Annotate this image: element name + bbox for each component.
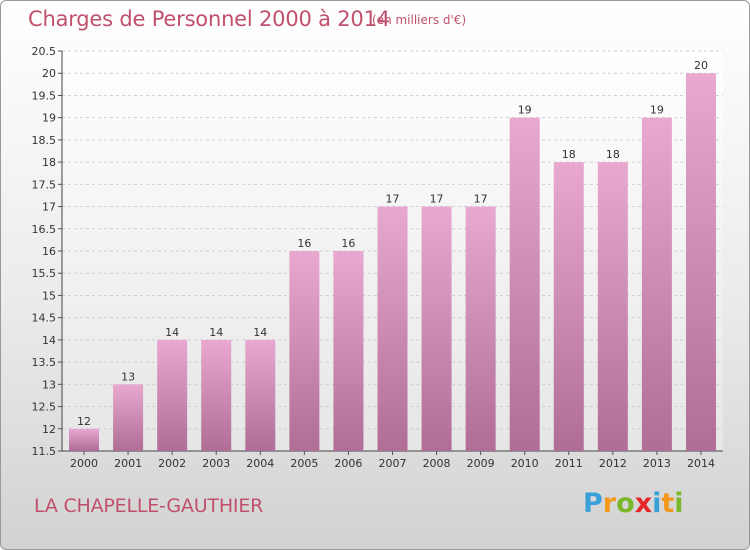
x-tick-label: 2004: [246, 457, 274, 470]
chart-title: Charges de Personnel 2000 à 2014: [28, 7, 390, 31]
proxiti-logo[interactable]: Proxiti: [583, 488, 684, 519]
x-tick-label: 2001: [114, 457, 142, 470]
x-tick-label: 2013: [643, 457, 671, 470]
y-tick-label: 19: [42, 112, 56, 125]
y-tick-label: 11.5: [32, 445, 57, 458]
bar: [465, 206, 496, 451]
bar: [685, 73, 716, 451]
y-tick-label: 13.5: [32, 356, 57, 369]
bar: [641, 117, 672, 452]
y-tick-label: 15: [42, 289, 56, 302]
y-tick-label: 16.5: [32, 223, 57, 236]
y-tick-label: 19.5: [32, 89, 57, 102]
data-label: 18: [562, 148, 576, 161]
y-tick-label: 15.5: [32, 267, 57, 280]
y-tick-label: 12: [42, 423, 56, 436]
data-label: 12: [77, 415, 91, 428]
bar: [289, 251, 320, 451]
y-tick-label: 14: [42, 334, 56, 347]
x-tick-label: 2012: [599, 457, 627, 470]
logo-letter: t: [661, 488, 675, 519]
y-tick-label: 20: [42, 67, 56, 80]
x-tick-label: 2008: [423, 457, 451, 470]
x-tick-label: 2007: [379, 457, 407, 470]
data-label: 17: [430, 193, 444, 206]
bar: [201, 339, 232, 451]
bar: [157, 339, 188, 451]
y-tick-label: 12.5: [32, 401, 57, 414]
x-tick-label: 2010: [511, 457, 539, 470]
data-label: 14: [209, 326, 223, 339]
data-label: 19: [518, 104, 532, 117]
logo-letter: i: [652, 488, 662, 519]
y-tick-label: 17: [42, 201, 56, 214]
logo-letter: i: [674, 488, 684, 519]
data-label: 20: [694, 59, 708, 72]
x-tick-label: 2009: [467, 457, 495, 470]
data-label: 19: [650, 104, 664, 117]
y-tick-label: 13: [42, 378, 56, 391]
y-tick-label: 18.5: [32, 134, 57, 147]
logo-letter: P: [583, 488, 603, 519]
data-label: 14: [165, 326, 179, 339]
bar: [509, 117, 540, 452]
logo-letter: r: [602, 488, 617, 519]
data-label: 17: [386, 193, 400, 206]
data-label: 14: [253, 326, 267, 339]
x-tick-label: 2003: [202, 457, 230, 470]
bar: [597, 162, 628, 451]
town-name: LA CHAPELLE-GAUTHIER: [34, 495, 264, 517]
x-tick-label: 2006: [334, 457, 362, 470]
chart-subtitle: (en milliers d'€): [372, 13, 467, 27]
bar: [553, 162, 584, 451]
data-label: 16: [297, 237, 311, 250]
y-tick-label: 20.5: [32, 45, 57, 58]
data-label: 17: [474, 193, 488, 206]
bar: [245, 339, 276, 451]
logo-letter: x: [634, 488, 653, 519]
y-tick-label: 18: [42, 156, 56, 169]
data-label: 13: [121, 370, 135, 383]
y-tick-label: 14.5: [32, 312, 57, 325]
data-label: 18: [606, 148, 620, 161]
data-label: 16: [341, 237, 355, 250]
x-tick-label: 2002: [158, 457, 186, 470]
x-tick-label: 2011: [555, 457, 583, 470]
bar: [333, 251, 364, 451]
bar: [377, 206, 408, 451]
y-tick-label: 16: [42, 245, 56, 258]
x-tick-label: 2014: [687, 457, 715, 470]
logo-letter: o: [616, 488, 635, 519]
bar: [421, 206, 452, 451]
x-tick-label: 2005: [290, 457, 318, 470]
y-tick-label: 17.5: [32, 178, 57, 191]
bar: [113, 384, 144, 451]
bar: [69, 428, 100, 451]
x-tick-label: 2000: [70, 457, 98, 470]
